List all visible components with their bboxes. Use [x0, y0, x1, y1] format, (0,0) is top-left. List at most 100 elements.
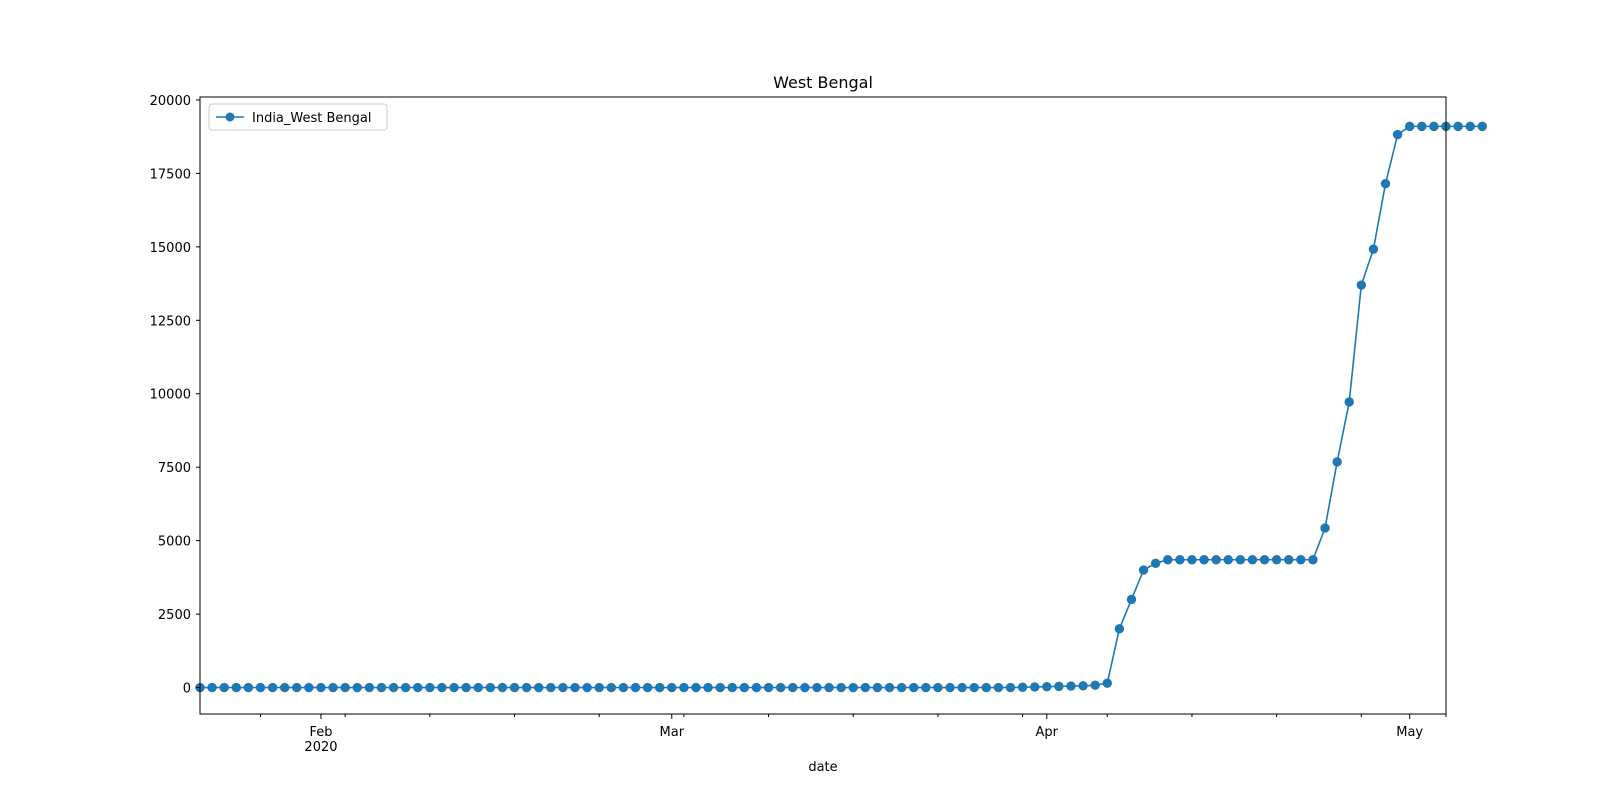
data-point: [1126, 594, 1137, 605]
y-tick-label: 12500: [150, 314, 191, 329]
data-point: [340, 682, 350, 693]
data-point: [1199, 555, 1209, 565]
data-point: [316, 682, 326, 693]
data-point: [1380, 178, 1391, 189]
y-tick-label: 20000: [150, 94, 191, 109]
data-point: [727, 682, 737, 693]
series-line: [200, 125, 1483, 689]
data-point: [606, 682, 616, 693]
data-point: [328, 682, 338, 693]
data-point: [1114, 624, 1125, 634]
data-point: [800, 682, 810, 693]
y-tick-label: 2500: [158, 608, 191, 623]
x-tick-sublabel: 2020: [304, 740, 337, 755]
data-point: [884, 682, 895, 693]
data-point: [1017, 682, 1028, 692]
data-point: [1465, 121, 1475, 132]
data-point: [521, 682, 532, 693]
data-point: [231, 682, 241, 693]
y-tick-label: 0: [183, 682, 191, 697]
data-point: [1102, 678, 1112, 688]
data-point: [775, 682, 786, 693]
data-point: [1453, 121, 1463, 132]
data-point: [1211, 555, 1221, 565]
data-point: [739, 682, 750, 693]
data-point: [872, 682, 883, 693]
data-point: [848, 682, 858, 693]
data-point: [279, 682, 290, 693]
data-point: [1247, 555, 1258, 565]
data-point: [582, 682, 592, 693]
data-point: [425, 682, 435, 693]
data-point: [413, 682, 423, 693]
data-point: [945, 682, 955, 693]
data-point: [292, 682, 302, 693]
data-point: [1005, 682, 1016, 693]
y-axis: 0 2500 5000 7500 10000 12500 15000 17500 20000: [150, 94, 200, 697]
data-point: [896, 682, 907, 693]
data-point: [485, 682, 496, 693]
data-point: [1320, 523, 1330, 533]
data-point: [836, 682, 846, 693]
data-point: [1405, 121, 1415, 132]
data-point: [594, 682, 604, 693]
data-point: [304, 682, 314, 693]
data-point: [1223, 555, 1233, 565]
data-point: [824, 682, 834, 693]
data-point: [654, 682, 665, 693]
data-point: [376, 682, 387, 693]
data-point: [461, 682, 471, 693]
data-point: [207, 682, 217, 693]
data-point: [1284, 555, 1294, 565]
data-point: [957, 682, 967, 693]
legend: India_West Bengal: [208, 103, 388, 131]
data-point: [352, 682, 362, 693]
data-point: [1271, 555, 1282, 565]
data-point: [1078, 681, 1088, 691]
data-point: [1066, 681, 1076, 691]
data-point: [534, 682, 544, 693]
y-tick-label: 10000: [150, 388, 191, 403]
data-point: [969, 682, 979, 693]
data-point: [788, 682, 798, 693]
x-tick-label: Mar: [660, 725, 685, 740]
data-point: [255, 682, 266, 693]
legend-entry-label: India_West Bengal: [252, 111, 371, 126]
chart-title: West Bengal: [773, 73, 873, 92]
data-point: [437, 682, 447, 693]
data-point: [1417, 121, 1427, 132]
data-point: [1296, 555, 1306, 565]
data-point: [267, 682, 278, 693]
data-point: [993, 682, 1004, 693]
data-point: [546, 682, 556, 693]
data-point: [1344, 397, 1354, 407]
data-point: [449, 682, 459, 693]
data-point: [570, 682, 580, 693]
legend-box: [208, 103, 388, 131]
x-axis-label: date: [808, 760, 837, 775]
x-tick-label: May: [1396, 725, 1423, 740]
data-point: [1187, 555, 1197, 565]
data-point: [1054, 681, 1064, 692]
data-point: [751, 682, 762, 693]
data-point: [630, 682, 641, 693]
data-point: [642, 682, 653, 693]
data-point: [812, 682, 822, 693]
data-point: [219, 682, 229, 693]
data-point: [1090, 680, 1100, 690]
data-point: [763, 682, 774, 693]
y-tick-label: 7500: [158, 461, 191, 476]
data-point: [933, 682, 943, 693]
data-point: [715, 682, 725, 693]
data-point: [243, 682, 254, 693]
data-point: [691, 682, 701, 693]
data-point: [1163, 555, 1173, 565]
data-point: [1150, 558, 1161, 568]
data-point: [1308, 555, 1318, 565]
data-point: [1392, 129, 1403, 140]
data-point: [1259, 555, 1270, 565]
data-point: [1368, 244, 1379, 254]
data-point: [679, 682, 689, 693]
